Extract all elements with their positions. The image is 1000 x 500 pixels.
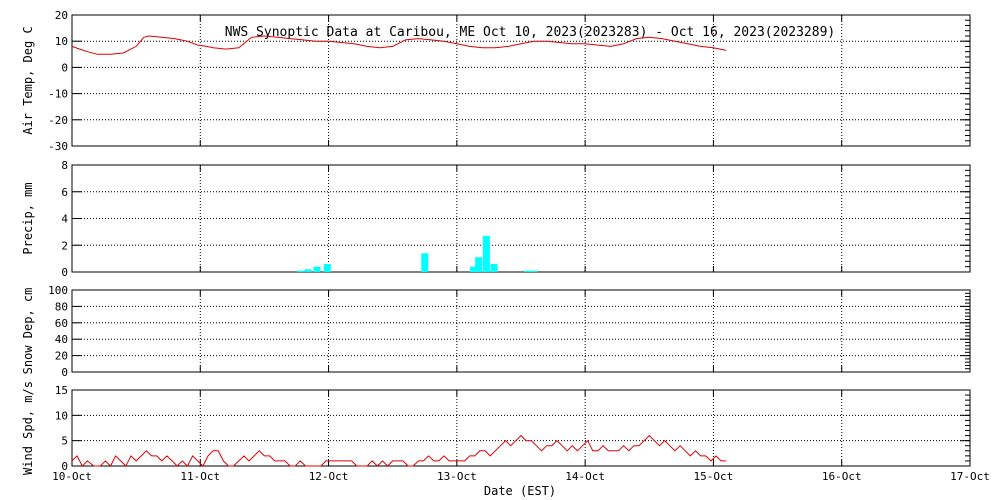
y-tick-label: 100 (48, 284, 68, 297)
y-axis-label: Wind Spd, m/s (21, 381, 35, 475)
y-tick-label: 0 (61, 266, 68, 279)
y-tick-label: 0 (61, 366, 68, 379)
precip-bar (490, 263, 498, 272)
precip-bar (523, 270, 531, 272)
x-tick-label: 14-Oct (565, 470, 605, 483)
chart-title: NWS Synoptic Data at Caribou, ME Oct 10,… (225, 25, 835, 40)
precip-bar (475, 257, 483, 272)
y-tick-label: 20 (55, 350, 68, 363)
y-tick-label: 0 (61, 460, 68, 473)
y-tick-label: 60 (55, 317, 68, 330)
precip-bar (421, 253, 429, 272)
panel-frame (71, 389, 971, 467)
y-tick-label: 2 (61, 239, 68, 252)
panel-frame (71, 14, 971, 147)
y-axis-label: Air Temp, Deg C (21, 26, 35, 134)
y-tick-label: 20 (55, 9, 68, 22)
panel-2: 100 80 60 40 20 0 Snow Dep, cm (21, 284, 971, 379)
x-axis-label: Date (EST) (484, 484, 556, 498)
series-line-0-0 (71, 35, 727, 55)
x-tick-label: 10-Oct (52, 470, 92, 483)
y-tick-label: -20 (48, 114, 68, 127)
x-tick-label: 15-Oct (694, 470, 734, 483)
y-tick-label: 5 (61, 435, 68, 448)
x-tick-label: 13-Oct (437, 470, 477, 483)
y-tick-label: 40 (55, 333, 68, 346)
precip-bar (530, 270, 538, 272)
x-tick-label: 12-Oct (309, 470, 349, 483)
x-tick-label: 17-Oct (950, 470, 990, 483)
y-tick-label: -30 (48, 140, 68, 153)
y-tick-label: 6 (61, 186, 68, 199)
y-tick-label: 4 (61, 213, 68, 226)
panel-frame (71, 289, 971, 373)
x-tick-label: 16-Oct (822, 470, 862, 483)
y-axis-label: Snow Dep, cm (21, 288, 35, 375)
precip-bar (296, 270, 304, 272)
panel-0: 20 10 0 -10 -20 -30 Air Temp, Deg C (21, 9, 971, 153)
panel-frame (71, 164, 971, 273)
panel-3: 15 10 5 0 Wind Spd, m/s (21, 381, 971, 475)
series-line-3-0 (71, 434, 727, 467)
precip-bar (313, 266, 321, 272)
y-tick-label: -10 (48, 88, 68, 101)
panel-1: 8 6 4 2 0 Precip, mm (21, 159, 971, 279)
precip-bar (304, 269, 312, 272)
precip-bar (323, 263, 331, 272)
y-tick-label: 80 (55, 300, 68, 313)
precip-bar (470, 266, 478, 272)
precip-bar (482, 235, 490, 272)
y-tick-label: 8 (61, 159, 68, 172)
x-tick-label: 11-Oct (180, 470, 220, 483)
y-tick-label: 15 (55, 384, 68, 397)
y-tick-label: 0 (61, 61, 68, 74)
y-tick-label: 10 (55, 35, 68, 48)
y-axis-label: Precip, mm (21, 182, 35, 254)
y-tick-label: 10 (55, 409, 68, 422)
